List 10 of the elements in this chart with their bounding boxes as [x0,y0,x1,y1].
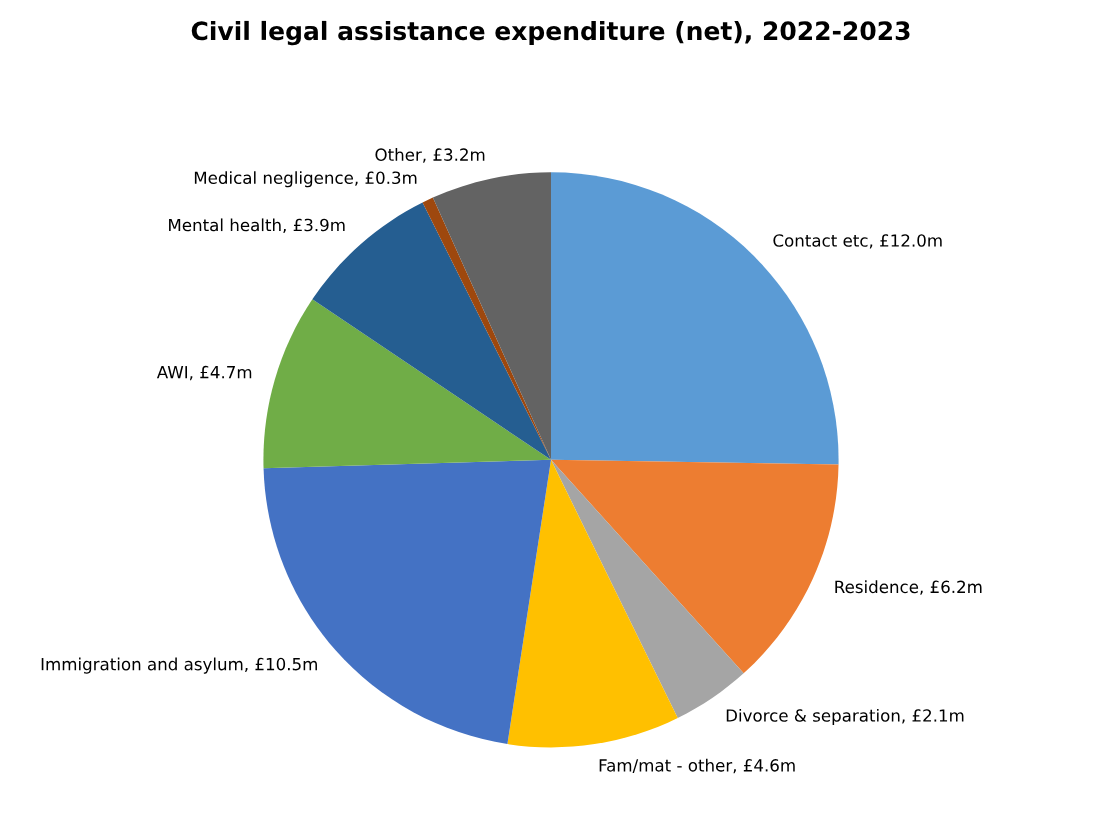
chart-title: Civil legal assistance expenditure (net), 2022-2023 [191,20,910,46]
slice-label: Divorce & separation, £2.1m [726,708,964,726]
slice-label: Other, £3.2m [375,148,485,163]
slice-label: Mental health, £3.9m [169,218,345,234]
slice-label: Residence, £6.2m [835,580,982,595]
slice-label: Medical negligence, £0.3m [194,171,417,188]
slice-label: Immigration and asylum, £10.5m [41,657,317,674]
slice-label: AWI, £4.7m [156,365,252,381]
slice-label: Contact etc, £12.0m [773,234,942,249]
slice-label: Fam/mat - other, £4.6m [599,758,795,774]
